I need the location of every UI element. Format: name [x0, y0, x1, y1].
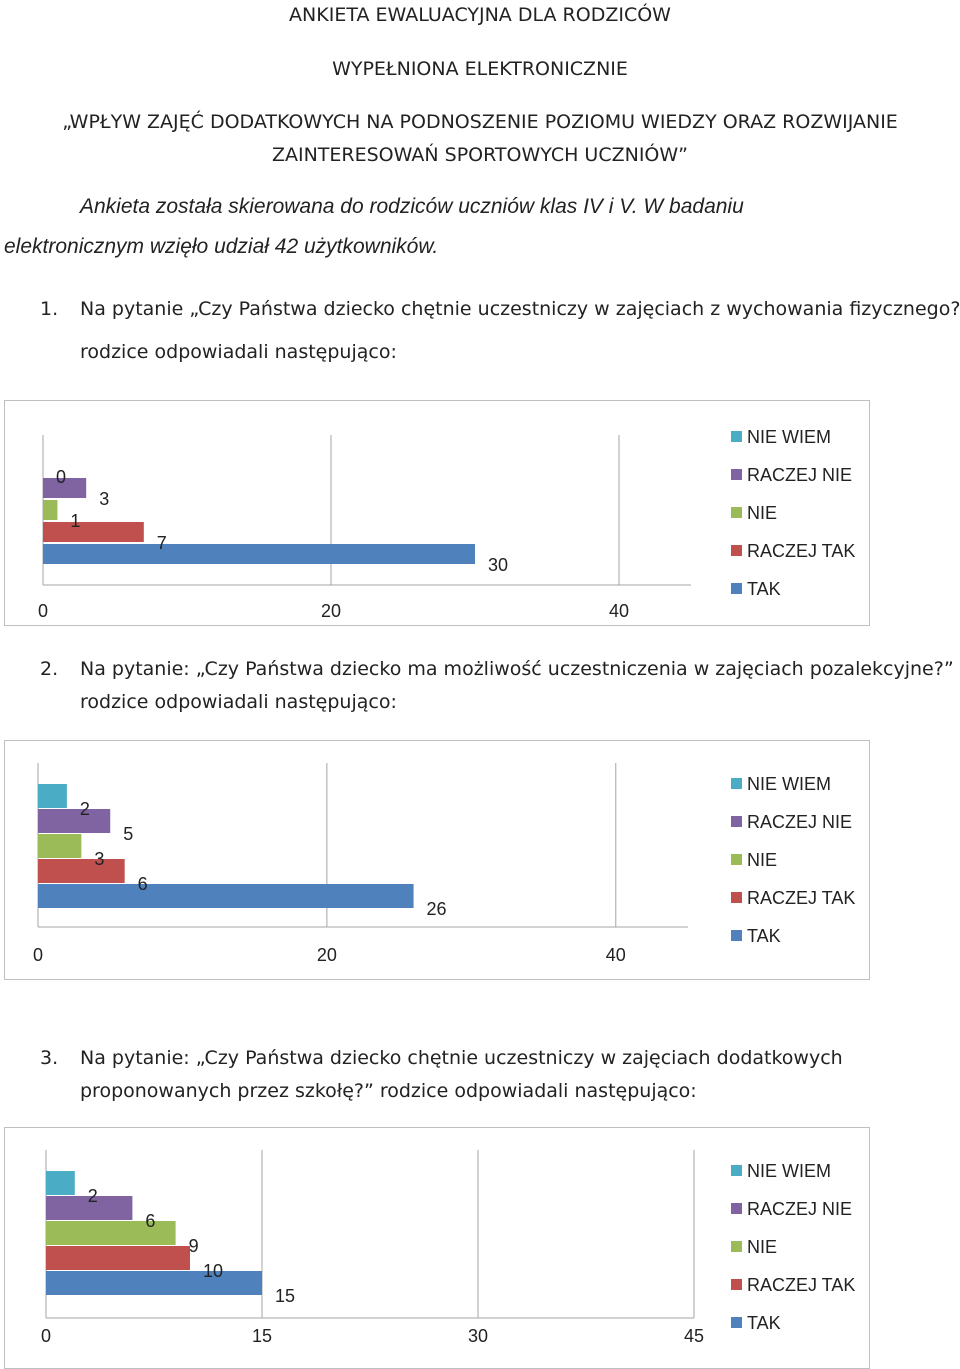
bar-tak	[46, 1271, 262, 1295]
bar-raczej-nie	[46, 1196, 133, 1220]
data-label-raczej-tak: 10	[203, 1261, 223, 1281]
bar-raczej-nie	[38, 809, 111, 833]
legend-label-tak: TAK	[747, 1313, 781, 1333]
legend-label-raczej-tak: RACZEJ TAK	[747, 1275, 855, 1295]
question-1: 1. Na pytanie „Czy Państwa dziecko chętn…	[0, 297, 960, 363]
legend-swatch-nie-wiem	[731, 778, 742, 789]
project-title-line-2: ZAINTERESOWAŃ SPORTOWYCH UCZNIÓW”	[271, 144, 689, 166]
question-text-continued: rodzice odpowiadali następująco:	[80, 341, 397, 363]
question-3: 3. Na pytanie: „Czy Państwa dziecko chęt…	[0, 1046, 960, 1106]
legend-swatch-raczej-nie	[731, 816, 742, 827]
data-label-tak: 26	[427, 899, 447, 919]
question-2: 2. Na pytanie: „Czy Państwa dziecko ma m…	[0, 657, 960, 717]
data-label-nie: 9	[189, 1236, 199, 1256]
data-label-raczej-nie: 5	[123, 824, 133, 844]
data-label-raczej-nie: 6	[145, 1211, 155, 1231]
legend-label-nie-wiem: NIE WIEM	[747, 1161, 831, 1181]
x-tick-label: 40	[609, 601, 629, 621]
legend-swatch-raczej-tak	[731, 1279, 742, 1290]
x-tick-label: 20	[317, 945, 337, 965]
legend-swatch-nie	[731, 507, 742, 518]
question-number: 3.	[40, 1047, 59, 1069]
legend-label-nie-wiem: NIE WIEM	[747, 427, 831, 447]
bar-nie	[43, 500, 58, 520]
intro-line-2: elektronicznym wzięło udział 42 użytkown…	[4, 235, 439, 258]
bar-nie	[38, 834, 82, 858]
legend-swatch-nie	[731, 1241, 742, 1252]
bar-nie-wiem	[46, 1171, 75, 1195]
x-tick-label: 15	[252, 1326, 272, 1346]
document-title: ANKIETA EWALUACYJNA DLA RODZICÓW	[289, 4, 671, 26]
x-tick-label: 0	[33, 945, 43, 965]
question-text-continued: rodzice odpowiadali następująco:	[80, 691, 397, 713]
question-text: Na pytanie: „Czy Państwa dziecko chętnie…	[80, 1047, 843, 1069]
legend-label-tak: TAK	[747, 926, 781, 946]
x-tick-label: 40	[606, 945, 626, 965]
legend-label-nie-wiem: NIE WIEM	[747, 774, 831, 794]
legend-label-nie: NIE	[747, 850, 777, 870]
data-label-nie: 1	[70, 511, 80, 531]
legend-label-nie: NIE	[747, 503, 777, 523]
data-label-raczej-tak: 7	[157, 533, 167, 553]
data-label-nie-wiem: 2	[80, 799, 90, 819]
data-label-tak: 15	[275, 1286, 295, 1306]
legend-swatch-nie-wiem	[731, 431, 742, 442]
chart-question-3: 0 15 30 45 15 10 9 6 2 NIE WIEM RACZEJ NIE NIE RACZE…	[4, 1127, 870, 1369]
legend-label-nie: NIE	[747, 1237, 777, 1257]
legend-swatch-raczej-tak	[731, 545, 742, 556]
bar-tak	[43, 544, 475, 564]
x-tick-label: 0	[41, 1326, 51, 1346]
question-number: 2.	[40, 658, 59, 680]
document-subtitle: WYPEŁNIONA ELEKTRONICZNIE	[332, 58, 628, 80]
x-tick-label: 30	[468, 1326, 488, 1346]
legend-swatch-nie-wiem	[731, 1165, 742, 1176]
chart-question-2: 0 20 40 26 6 3 5 2 NIE WIEM RACZEJ NIE NIE RACZEJ T…	[4, 740, 870, 980]
legend-label-raczej-tak: RACZEJ TAK	[747, 888, 855, 908]
bar-raczej-tak	[46, 1246, 190, 1270]
legend-swatch-nie	[731, 854, 742, 865]
legend-swatch-raczej-tak	[731, 892, 742, 903]
data-label-tak: 30	[488, 555, 508, 575]
bar-raczej-nie	[43, 478, 87, 498]
x-tick-label: 0	[38, 601, 48, 621]
legend-swatch-tak	[731, 1317, 742, 1328]
x-tick-label: 45	[684, 1326, 704, 1346]
x-tick-label: 20	[321, 601, 341, 621]
legend-label-raczej-nie: RACZEJ NIE	[747, 465, 852, 485]
bar-raczej-tak	[43, 522, 144, 542]
bar-nie	[46, 1221, 176, 1245]
data-label-raczej-nie: 3	[99, 489, 109, 509]
legend-label-raczej-nie: RACZEJ NIE	[747, 1199, 852, 1219]
question-text: Na pytanie: „Czy Państwa dziecko ma możl…	[80, 658, 954, 680]
bar-tak	[38, 884, 414, 908]
project-title-line-1: „WPŁYW ZAJĘĆ DODATKOWYCH NA PODNOSZENIE …	[62, 111, 898, 133]
legend-swatch-raczej-nie	[731, 469, 742, 480]
legend-swatch-raczej-nie	[731, 1203, 742, 1214]
legend-label-tak: TAK	[747, 579, 781, 599]
bar-nie-wiem	[38, 784, 67, 808]
question-number: 1.	[40, 298, 59, 320]
data-label-nie-wiem: 0	[56, 467, 66, 487]
question-text: Na pytanie „Czy Państwa dziecko chętnie …	[80, 298, 960, 320]
data-label-nie: 3	[94, 849, 104, 869]
data-label-raczej-tak: 6	[138, 874, 148, 894]
chart-question-1: 0 20 40 30 7 1 3 0 NIE WIEM RACZEJ NIE NIE RACZEJ T…	[4, 400, 870, 626]
intro-line-1: Ankieta została skierowana do rodziców u…	[80, 195, 744, 218]
data-label-nie-wiem: 2	[88, 1186, 98, 1206]
question-text-continued: proponowanych przez szkołę?” rodzice odp…	[80, 1080, 697, 1102]
legend-swatch-tak	[731, 583, 742, 594]
legend-label-raczej-nie: RACZEJ NIE	[747, 812, 852, 832]
legend-label-raczej-tak: RACZEJ TAK	[747, 541, 855, 561]
bar-raczej-tak	[38, 859, 125, 883]
legend-swatch-tak	[731, 930, 742, 941]
